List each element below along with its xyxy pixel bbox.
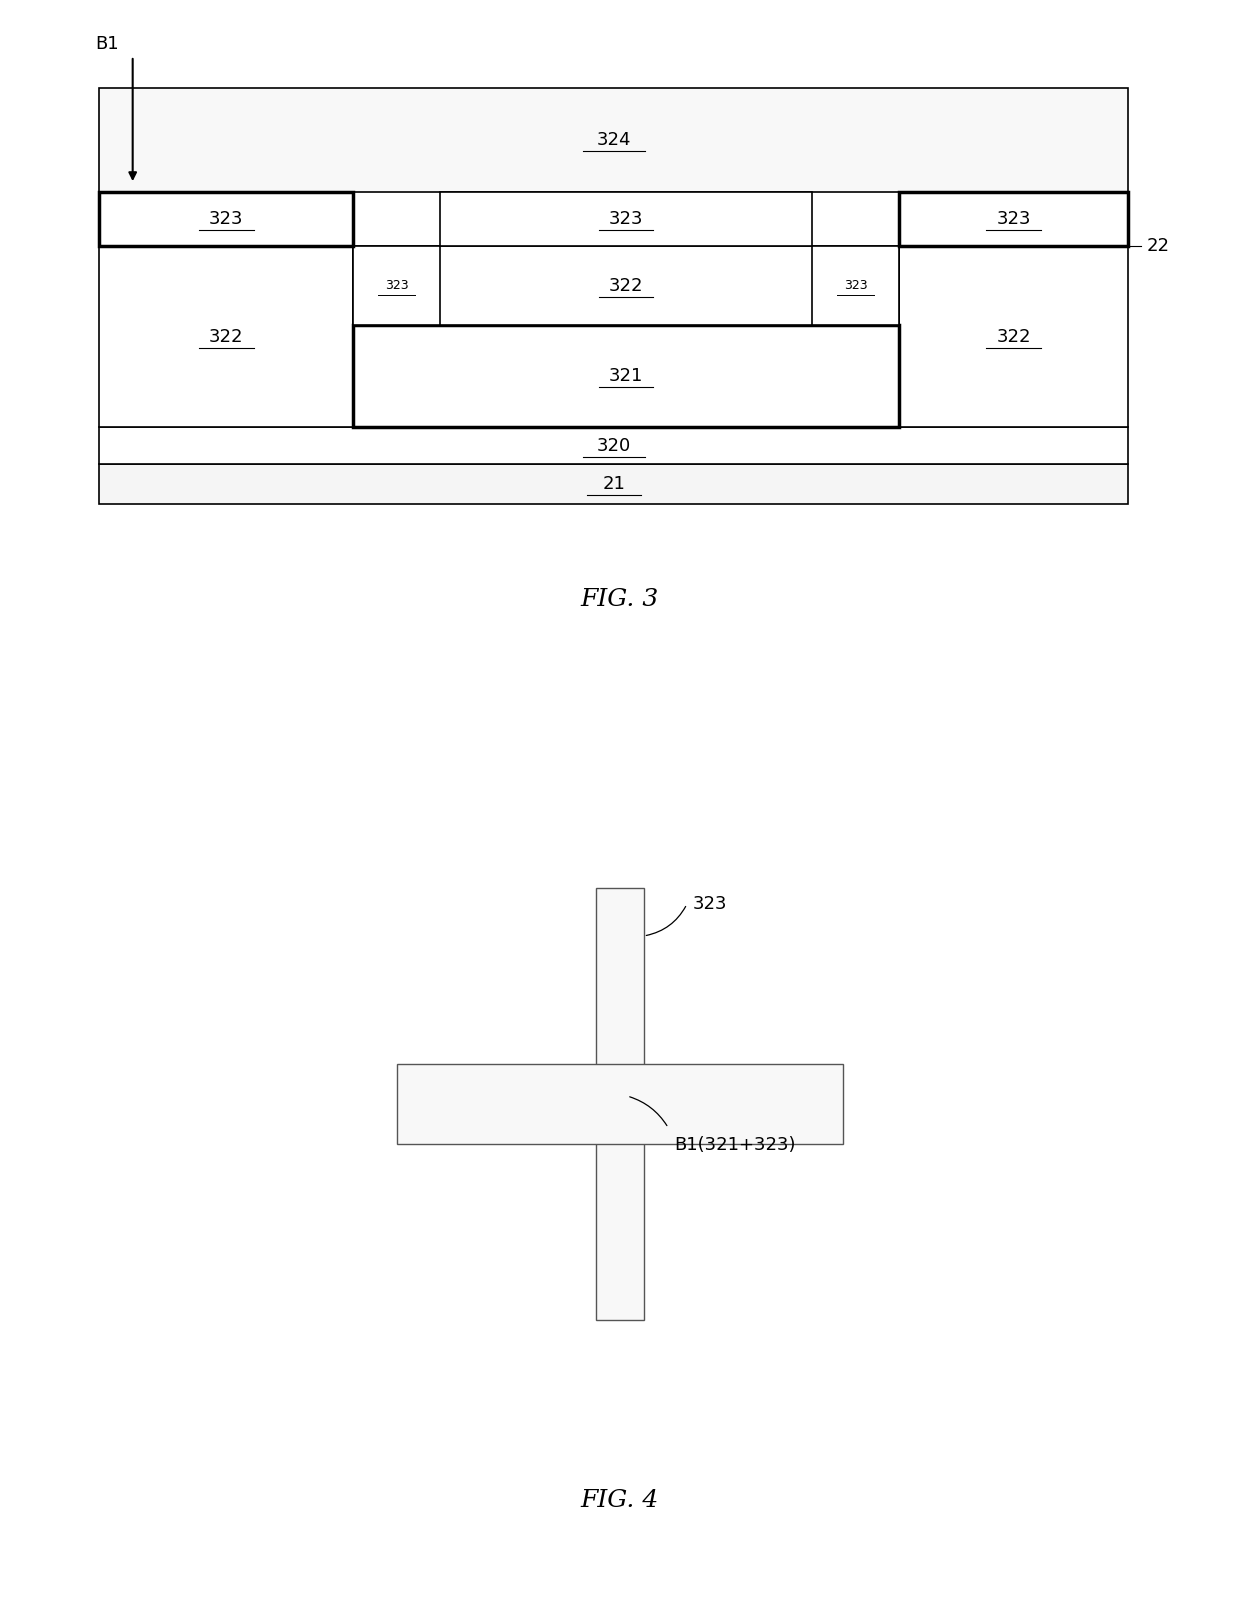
Text: B1(321+323): B1(321+323) [675,1136,796,1154]
Text: FIG. 3: FIG. 3 [580,589,660,611]
Bar [99,88,1128,192]
Bar [99,192,353,246]
Bar [99,427,1128,464]
Text: 323: 323 [384,278,409,293]
Bar [353,246,899,325]
Text: 320: 320 [596,437,631,454]
Text: B1: B1 [95,35,119,53]
Text: 21: 21 [603,475,625,493]
Bar [353,246,440,325]
Text: 323: 323 [693,894,728,914]
Bar [99,246,353,427]
Bar [899,246,1128,427]
Text: 322: 322 [609,277,644,294]
Text: FIG. 4: FIG. 4 [580,1490,660,1512]
Bar [99,464,1128,504]
Bar [596,888,644,1320]
Bar [353,325,899,427]
Text: 22: 22 [1147,237,1171,254]
Text: 324: 324 [596,131,631,149]
Bar [812,246,899,325]
Text: 323: 323 [997,210,1030,229]
Text: 323: 323 [609,210,644,229]
Text: 322: 322 [997,328,1030,346]
Bar [397,1064,843,1144]
Bar [440,192,812,246]
Text: 321: 321 [609,366,644,386]
Text: 323: 323 [210,210,243,229]
Bar [899,192,1128,246]
Text: 323: 323 [843,278,868,293]
Text: 322: 322 [210,328,243,346]
